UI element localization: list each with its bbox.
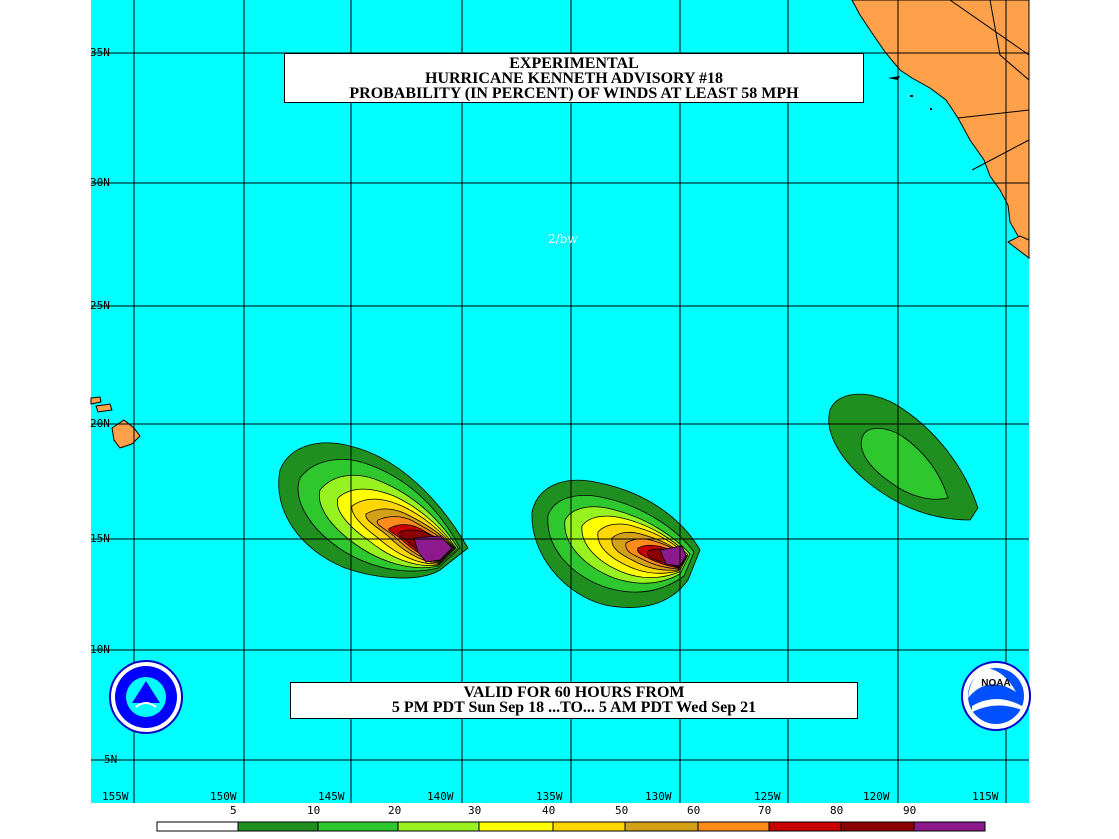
title-line-1: EXPERIMENTAL [509, 55, 639, 72]
lon-label: 120W [863, 790, 890, 803]
lat-label: 5N [104, 753, 118, 766]
nws-logo-icon [109, 660, 183, 734]
legend-swatch [156, 821, 239, 832]
lat-label: 25N [90, 299, 110, 312]
legend-swatch [840, 821, 915, 832]
title-line-3: PROBABILITY (IN PERCENT) OF WINDS AT LEA… [349, 85, 799, 102]
graticule [91, 0, 1029, 803]
contour-group-east [828, 393, 979, 521]
lon-label: 140W [427, 790, 454, 803]
legend-value-label: 70 [758, 804, 772, 817]
legend-value-label: 40 [542, 804, 556, 817]
valid-line-2: 5 PM PDT Sun Sep 18 ...TO... 5 AM PDT We… [391, 699, 757, 716]
contour-group-west [278, 442, 469, 579]
svg-text:NOAA: NOAA [981, 678, 1010, 689]
legend-swatch [478, 821, 554, 832]
legend-value-label: 80 [830, 804, 844, 817]
land-hawaii [111, 419, 141, 449]
legend-value-label: 10 [307, 804, 321, 817]
border-lines [949, 0, 1030, 171]
legend-swatch [913, 821, 986, 832]
lon-label: 155W [102, 790, 129, 803]
valid-line-1: VALID FOR 60 HOURS FROM [463, 684, 685, 701]
lon-label: 135W [536, 790, 563, 803]
title-line-2: HURRICANE KENNETH ADVISORY #18 [425, 70, 723, 87]
legend-value-label: 50 [615, 804, 629, 817]
noaa-logo-icon: NOAA [961, 661, 1031, 731]
legend-swatch [624, 821, 699, 832]
legend-value-label: 20 [388, 804, 402, 817]
legend-swatch [697, 821, 770, 832]
lon-label: 145W [318, 790, 345, 803]
land-baja [1007, 235, 1030, 260]
lon-label: 150W [210, 790, 237, 803]
lat-label: 30N [90, 176, 110, 189]
lat-label: 15N [90, 532, 110, 545]
title-box: EXPERIMENTAL HURRICANE KENNETH ADVISORY … [284, 53, 864, 103]
lat-label: 35N [90, 46, 110, 59]
legend-value-label: 90 [903, 804, 917, 817]
lon-label: 115W [972, 790, 999, 803]
legend-swatch [317, 821, 399, 832]
legend-value-label: 5 [230, 804, 237, 817]
legend-swatch [768, 821, 842, 832]
legend-swatch [237, 821, 319, 832]
legend-value-label: 60 [687, 804, 701, 817]
lat-label: 10N [90, 643, 110, 656]
legend-swatch [552, 821, 626, 832]
legend-value-label: 30 [468, 804, 482, 817]
lon-label: 130W [645, 790, 672, 803]
lat-label: 20N [90, 417, 110, 430]
lon-label: 125W [754, 790, 781, 803]
contour-group-middle [531, 479, 701, 608]
valid-box: VALID FOR 60 HOURS FROM 5 PM PDT Sun Sep… [290, 682, 858, 719]
legend-swatch [397, 821, 480, 832]
credit-text: 2/bw [548, 232, 578, 246]
land-hawaii-small [90, 396, 113, 413]
legend-bar [156, 821, 986, 832]
